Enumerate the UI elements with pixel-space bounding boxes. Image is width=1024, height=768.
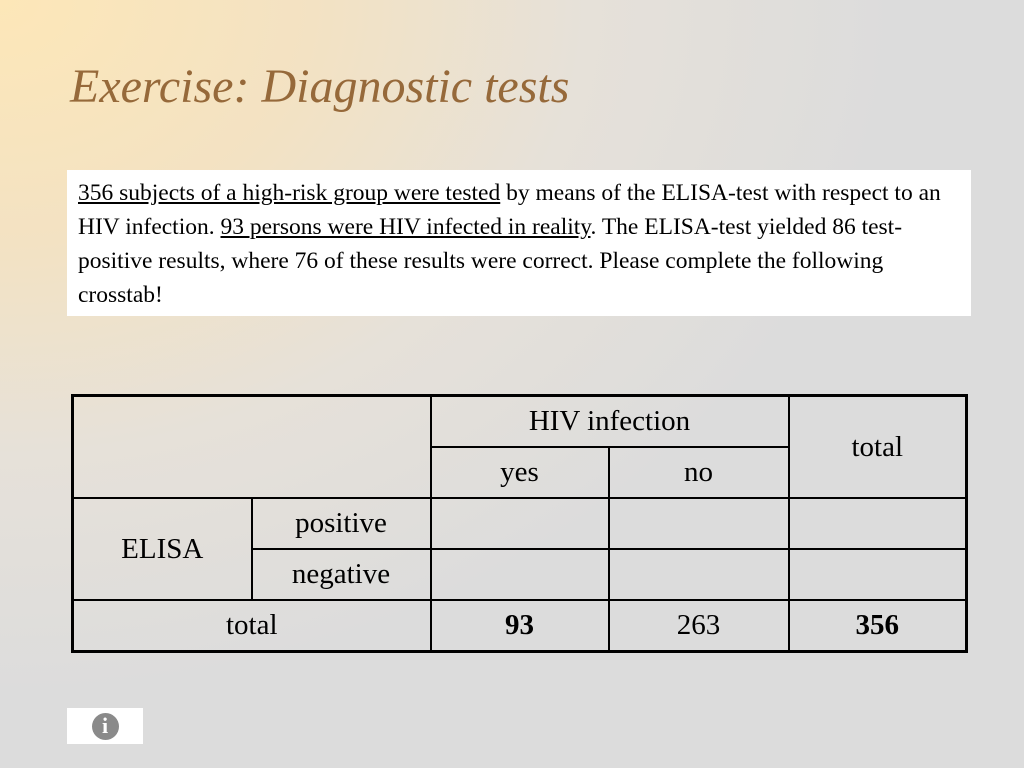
corner-cell	[71, 394, 432, 499]
description-results-text: . The ELISA-test yielded 86 test-positiv…	[78, 214, 903, 308]
info-glyph: i	[101, 713, 109, 738]
row-label-positive: positive	[250, 497, 432, 550]
cell-total-yes: 93	[429, 599, 610, 653]
table-row: ELISA positive	[71, 497, 968, 601]
exercise-description: 356 subjects of a high-risk group were t…	[67, 170, 971, 316]
cell-positive-yes[interactable]	[429, 497, 610, 550]
cell-positive-no[interactable]	[607, 497, 790, 550]
slide-title: Exercise: Diagnostic tests	[70, 60, 570, 113]
crosstab-table: HIV infection total yes no ELISA positiv…	[71, 394, 968, 653]
row-label-negative: negative	[250, 548, 432, 601]
description-infected-persons: 93 persons were HIV infected in reality	[220, 214, 591, 240]
header-no: no	[607, 446, 790, 499]
info-icon[interactable]: i	[91, 712, 119, 740]
cell-positive-total[interactable]	[787, 497, 968, 550]
description-elisa-text: by means of the ELISA-test with respect …	[78, 180, 941, 240]
row-group-elisa: ELISA	[71, 497, 253, 601]
cell-total-no: 263	[607, 599, 790, 653]
table-row: negative	[73, 548, 968, 601]
row-label-total: total	[71, 599, 432, 653]
cell-total-total: 356	[787, 599, 968, 653]
table-row: HIV infection total	[71, 394, 968, 499]
description-subjects-tested: 356 subjects of a high-risk group were t…	[78, 180, 501, 206]
header-yes: yes	[429, 446, 610, 499]
table-row: yes no	[73, 446, 967, 499]
info-button[interactable]: i	[67, 708, 143, 744]
table-row: total 93 263 356	[71, 599, 968, 653]
header-hiv-infection: HIV infection	[429, 394, 790, 448]
cell-negative-yes[interactable]	[429, 548, 610, 601]
cell-negative-no[interactable]	[607, 548, 790, 601]
header-total: total	[787, 394, 968, 499]
cell-negative-total[interactable]	[787, 548, 968, 601]
